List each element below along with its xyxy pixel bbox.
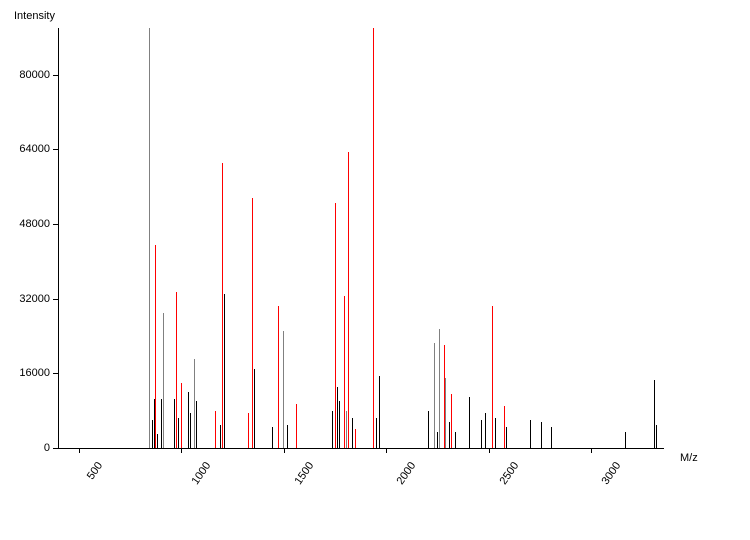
spectrum-peak [445,378,446,448]
spectrum-peak [379,376,380,448]
spectrum-peak [222,163,223,448]
spectrum-peak [530,420,531,448]
spectrum-peak [469,397,470,448]
spectrum-peak [283,331,284,448]
spectrum-peak [373,28,374,448]
y-axis-label: Intensity [14,10,55,22]
spectrum-peak [451,394,452,448]
spectrum-peak [248,413,249,448]
spectrum-peak [376,418,377,448]
spectrum-peak [174,399,175,448]
x-tick-mark [79,448,80,453]
spectrum-peak [178,418,179,448]
y-tick-label: 16000 [10,367,50,379]
spectrum-peak [654,380,655,448]
y-tick-mark [53,448,58,449]
y-tick-mark [53,149,58,150]
spectrum-peak [492,306,493,448]
x-tick-label: 2000 [395,460,419,487]
spectrum-peak [149,28,150,448]
y-tick-mark [53,224,58,225]
spectrum-peak [337,387,338,448]
spectrum-peak [215,411,216,448]
spectrum-peak [485,413,486,448]
x-tick-mark [284,448,285,453]
y-tick-label: 64000 [10,143,50,155]
x-tick-label: 1000 [189,460,213,487]
spectrum-peak [157,434,158,448]
spectrum-peak [287,425,288,448]
plot-area [58,28,664,449]
spectrum-peak [506,427,507,448]
spectrum-peak [455,432,456,448]
spectrum-peak [190,413,191,448]
spectrum-peak [272,427,273,448]
spectrum-peak [220,425,221,448]
x-tick-label: 3000 [600,460,624,487]
spectrum-peak [439,329,440,448]
spectrum-peak [252,198,253,448]
y-tick-label: 80000 [10,69,50,81]
spectrum-peak [161,399,162,448]
spectrum-peak [355,429,356,448]
spectrum-peak [428,411,429,448]
x-axis-label: M/z [680,452,698,464]
mass-spectrum-chart: Intensity M/z 0 16000 32000 48000 64000 80000… [0,0,750,540]
spectrum-peak [339,401,340,448]
y-tick-mark [53,373,58,374]
spectrum-peak [495,418,496,448]
spectrum-peak [188,392,189,448]
y-tick-label: 32000 [10,293,50,305]
spectrum-peak [335,203,336,448]
spectrum-peak [437,432,438,448]
spectrum-peak [449,422,450,448]
spectrum-peak [434,343,435,448]
y-tick-label: 0 [10,442,50,454]
spectrum-peak [481,420,482,448]
spectrum-peak [181,383,182,448]
spectrum-peak [541,422,542,448]
spectrum-peak [254,369,255,448]
y-tick-mark [53,75,58,76]
spectrum-peak [346,411,347,448]
x-tick-mark [181,448,182,453]
spectrum-peak [278,306,279,448]
spectrum-peak [155,245,156,448]
spectrum-peak [504,406,505,448]
x-tick-mark [489,448,490,453]
y-tick-mark [53,299,58,300]
spectrum-peak [332,411,333,448]
spectrum-peak [176,292,177,448]
y-tick-label: 48000 [10,218,50,230]
spectrum-peak [296,404,297,448]
spectrum-peak [625,432,626,448]
spectrum-peak [348,152,349,448]
x-tick-label: 500 [84,460,104,482]
spectrum-peak [163,313,164,448]
x-tick-mark [386,448,387,453]
x-tick-label: 1500 [292,460,316,487]
spectrum-peak [344,296,345,448]
spectrum-peak [194,359,195,448]
spectrum-peak [152,420,153,448]
x-tick-label: 2500 [497,460,521,487]
spectrum-peak [551,427,552,448]
x-tick-mark [591,448,592,453]
spectrum-peak [224,294,225,448]
spectrum-peak [196,401,197,448]
spectrum-peak [352,418,353,448]
spectrum-peak [656,425,657,448]
